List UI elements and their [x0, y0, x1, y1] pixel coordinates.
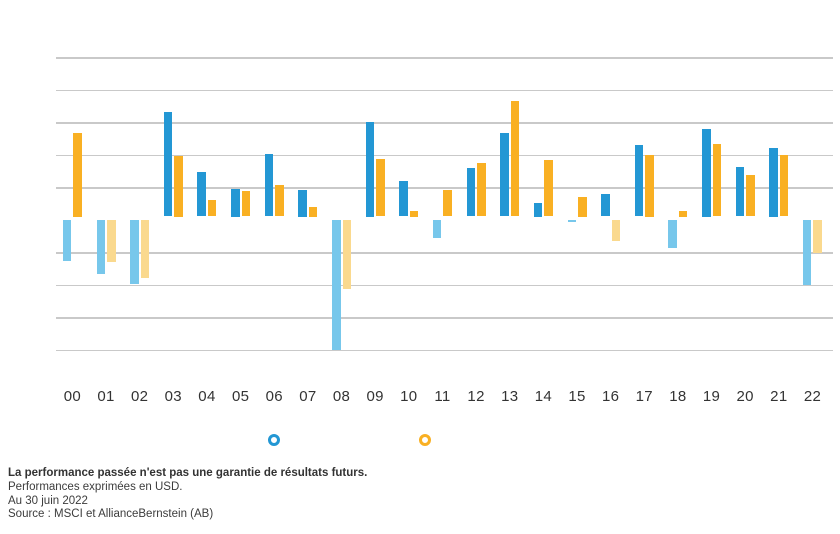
gridline: [56, 349, 833, 351]
bar-blue-15: [567, 219, 576, 223]
x-axis-label-04: 04: [198, 388, 216, 405]
bar-orange-15: [578, 196, 587, 217]
x-axis: 00 01 02 03 04 05 06 07 08 09 10 11 12 13 14 15 16 17 18 19…: [0, 388, 840, 408]
gridline: [56, 122, 833, 124]
x-axis-label-11: 11: [434, 388, 451, 405]
bar-blue-19: [702, 128, 711, 217]
bar-blue-01: [96, 219, 106, 275]
bar-blue-12: [466, 168, 476, 217]
bar-blue-03: [163, 111, 173, 217]
x-axis-label-00: 00: [63, 388, 82, 405]
bar-orange-08: [342, 219, 352, 289]
bar-blue-00: [62, 219, 72, 262]
source-note: Source : MSCI et AllianceBernstein (AB): [8, 508, 214, 521]
x-axis-label-10: 10: [400, 388, 418, 405]
chart-footnote: La performance passée n'est pas une gara…: [8, 467, 367, 522]
bar-orange-13: [510, 100, 520, 217]
bar-orange-22: [813, 219, 822, 253]
as-of-date: Au 30 juin 2022: [8, 494, 88, 507]
bar-blue-05: [231, 188, 240, 217]
x-axis-label-01: 01: [97, 388, 115, 405]
gridline: [56, 89, 833, 91]
x-axis-label-06: 06: [265, 388, 283, 405]
disclaimer-text: La performance passée n'est pas une gara…: [8, 467, 368, 479]
bar-orange-14: [544, 160, 553, 217]
x-axis-label-22: 22: [803, 388, 822, 405]
x-axis-label-19: 19: [702, 388, 721, 405]
bar-blue-02: [130, 219, 139, 285]
x-axis-label-15: 15: [568, 388, 586, 405]
bar-orange-18: [678, 211, 688, 217]
bar-orange-02: [140, 219, 150, 278]
gridline: [56, 284, 833, 286]
bar-orange-16: [611, 219, 621, 242]
bar-blue-22: [802, 219, 812, 286]
bar-blue-07: [298, 190, 307, 217]
x-axis-label-14: 14: [534, 388, 552, 405]
bar-blue-21: [769, 148, 778, 217]
legend-orange-ring-icon: [419, 434, 431, 446]
bar-orange-06: [275, 184, 284, 217]
chart-plot-area: [56, 57, 833, 351]
bar-blue-10: [399, 181, 408, 217]
bar-blue-04: [197, 171, 206, 217]
x-axis-label-09: 09: [366, 388, 384, 405]
bar-blue-11: [432, 219, 442, 239]
bar-orange-05: [241, 191, 251, 217]
x-axis-label-18: 18: [669, 388, 687, 405]
bar-orange-11: [443, 189, 452, 217]
bar-orange-20: [746, 175, 755, 217]
bar-orange-01: [107, 219, 116, 262]
bar-blue-09: [365, 122, 375, 217]
x-axis-label-05: 05: [231, 388, 250, 405]
x-axis-label-12: 12: [467, 388, 485, 405]
bar-blue-13: [500, 132, 509, 217]
bar-orange-21: [779, 155, 789, 217]
gridline: [56, 57, 833, 59]
gridline: [56, 154, 833, 156]
gridline: [56, 187, 833, 189]
x-axis-label-03: 03: [164, 388, 182, 405]
bar-blue-14: [533, 203, 543, 217]
x-axis-label-07: 07: [299, 388, 317, 405]
bar-blue-17: [634, 145, 644, 217]
bar-blue-20: [735, 166, 745, 217]
x-axis-label-20: 20: [736, 388, 754, 405]
gridline: [56, 317, 833, 319]
bar-blue-18: [668, 219, 677, 248]
x-axis-label-08: 08: [332, 388, 351, 405]
bar-orange-04: [207, 199, 217, 217]
bar-orange-07: [308, 206, 318, 217]
x-axis-label-13: 13: [501, 388, 519, 405]
bar-orange-09: [376, 158, 385, 217]
bar-orange-19: [712, 144, 722, 217]
currency-note: Performances exprimées en USD.: [8, 480, 183, 493]
bar-blue-06: [264, 154, 274, 217]
bar-blue-16: [601, 193, 610, 217]
gridline: [56, 252, 833, 254]
bar-orange-12: [477, 162, 486, 217]
x-axis-label-21: 21: [770, 388, 788, 405]
bar-orange-00: [73, 133, 82, 217]
bar-orange-10: [409, 211, 419, 217]
legend-blue-ring-icon: [268, 434, 280, 446]
bar-blue-08: [332, 219, 341, 351]
x-axis-label-02: 02: [131, 388, 149, 405]
chart-legend: [0, 434, 840, 450]
x-axis-label-17: 17: [635, 388, 653, 405]
bar-orange-17: [645, 154, 654, 217]
x-axis-label-16: 16: [601, 388, 620, 405]
bar-orange-03: [174, 156, 183, 217]
